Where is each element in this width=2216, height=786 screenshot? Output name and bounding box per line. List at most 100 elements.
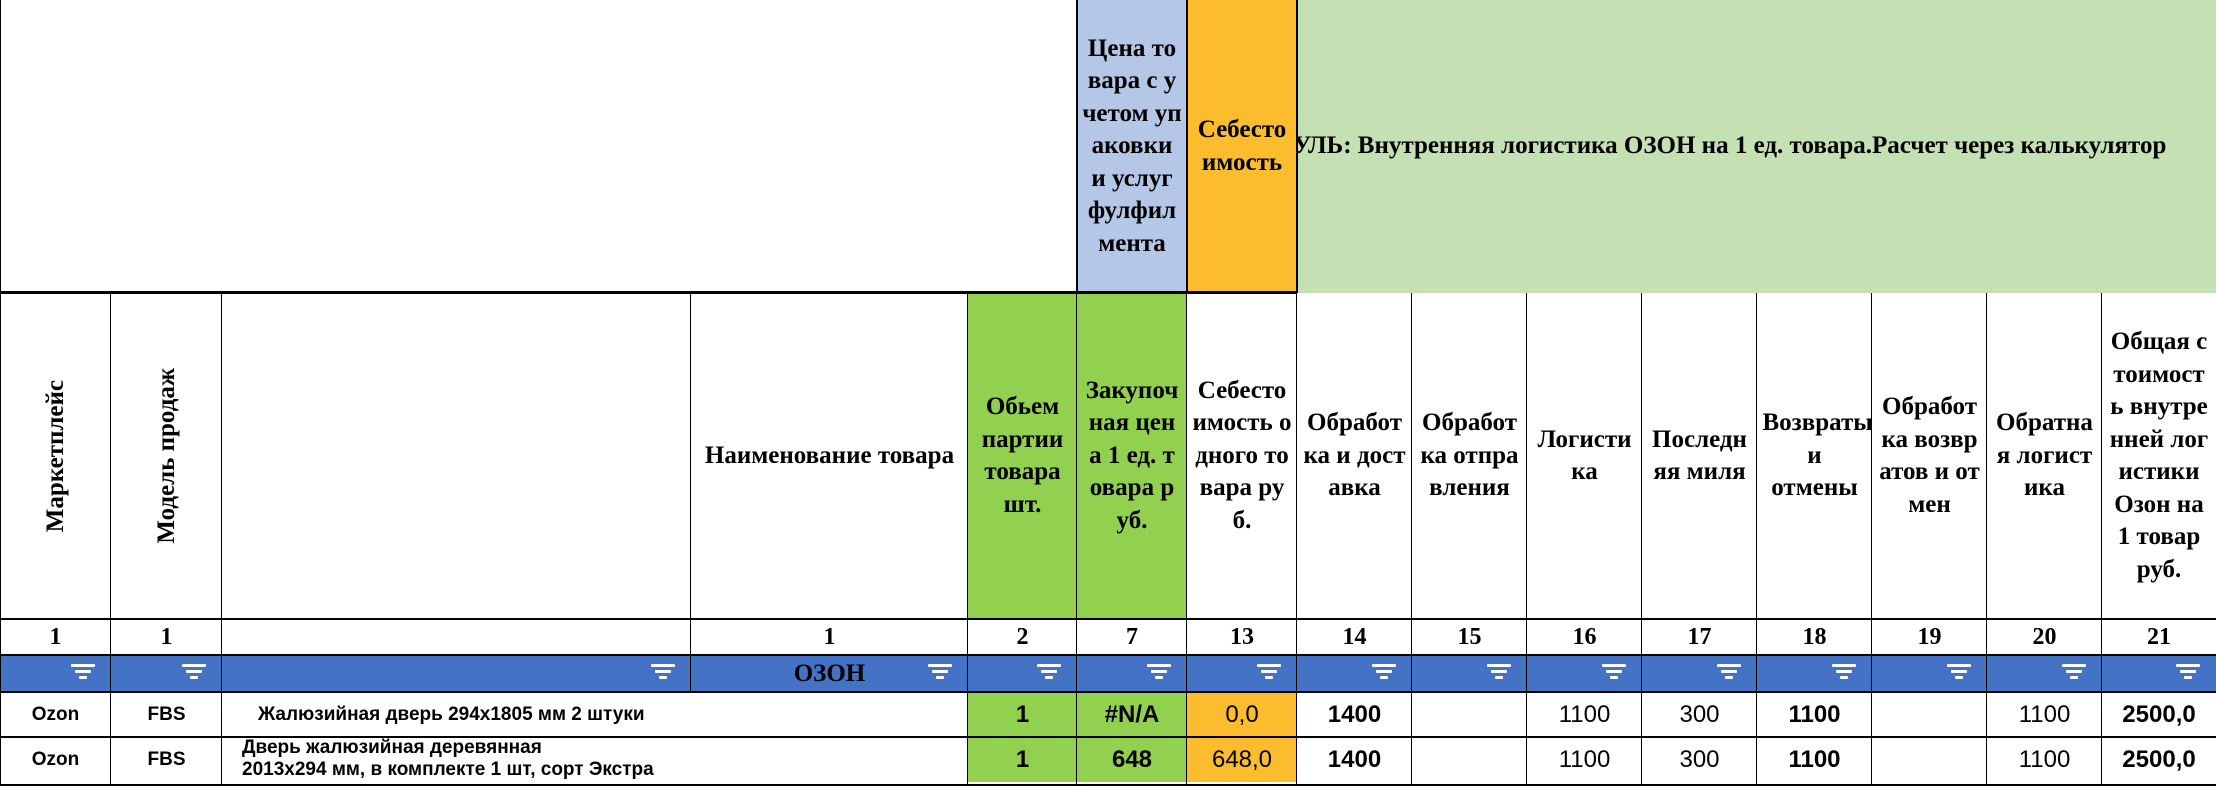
product-name-cell[interactable]: Жалюзийная дверь 294х1805 мм 2 штуки	[222, 692, 968, 737]
col-header-marketplace[interactable]: Маркетплейс	[0, 293, 111, 619]
grid-line	[0, 736, 2216, 738]
returns-processing-cell[interactable]	[1872, 737, 1987, 782]
col-number-19[interactable]: 19	[1917, 623, 1942, 650]
col-label-total-internal-logistics: Общая стоимость внутренней логистики Озо…	[2109, 328, 2209, 583]
filter-dropdown-icon[interactable]	[1832, 664, 1856, 680]
grid-line	[1411, 293, 1412, 786]
col-header-processing-delivery[interactable]: Обработка и доставка	[1297, 293, 1412, 619]
filter-dropdown-icon[interactable]	[1372, 664, 1396, 680]
filter-dropdown-icon[interactable]	[928, 664, 952, 680]
filter-dropdown-icon[interactable]	[651, 664, 675, 680]
filter-dropdown-icon[interactable]	[1147, 664, 1171, 680]
grid-line	[0, 784, 2216, 786]
marketplace-cell[interactable]: Ozon	[31, 748, 80, 770]
logistics-cell[interactable]: 1100	[1558, 700, 1611, 728]
col-header-processing-shipment[interactable]: Обработка отправления	[1412, 293, 1527, 619]
col-number-7[interactable]: 7	[1126, 623, 1138, 650]
reverse-logistics-cell[interactable]: 1100	[2018, 745, 2071, 773]
purchase-price-cell[interactable]: #N/A	[1077, 692, 1187, 737]
col-header-sales-model[interactable]: Модель продаж	[111, 293, 222, 619]
reverse-logistics-cell[interactable]: 1100	[2018, 700, 2071, 728]
filter-dropdown-icon[interactable]	[2176, 664, 2200, 680]
cost-cell[interactable]: 0,0	[1187, 692, 1297, 737]
col-header-last-mile[interactable]: Последняя миля	[1642, 293, 1757, 619]
col-label-product-name: Наименование товара	[704, 441, 955, 469]
grid-line	[1756, 293, 1757, 786]
price-with-packaging-label: Цена товара с учетом упаковки и услуг фу…	[1082, 34, 1182, 257]
filter-dropdown-icon[interactable]	[2062, 664, 2086, 680]
col-label-last-mile: Последняя миля	[1652, 425, 1747, 486]
last-mile-cell[interactable]: 300	[1679, 700, 1720, 728]
grid-line	[0, 291, 1297, 294]
col-number-1[interactable]: 1	[160, 623, 173, 650]
total-cell[interactable]: 2500,0	[2122, 745, 2196, 773]
marketplace-cell[interactable]: Ozon	[31, 703, 80, 725]
col-number-20[interactable]: 20	[2032, 623, 2057, 650]
filter-dropdown-icon[interactable]	[1257, 664, 1281, 680]
grid-line	[0, 293, 1, 786]
col-header-batch-volume[interactable]: Обьем партии товара шт.	[968, 293, 1077, 619]
col-header-returns-processing[interactable]: Обработка возвратов и отмен	[1872, 293, 1987, 619]
processing-delivery-cell[interactable]: 1400	[1327, 700, 1382, 728]
returns-cell[interactable]: 1100	[1788, 745, 1841, 773]
filter-dropdown-icon[interactable]	[1717, 664, 1741, 680]
price-with-packaging-header[interactable]: Цена товара с учетом упаковки и услуг фу…	[1077, 0, 1187, 293]
grid-line	[1296, 0, 1298, 293]
col-number-13[interactable]: 13	[1230, 623, 1254, 650]
product-name-line: Жалюзийная дверь 294х1805 мм 2 штуки	[258, 703, 645, 725]
last-mile-cell[interactable]: 300	[1679, 745, 1720, 773]
logistics-cell[interactable]: 1100	[1558, 745, 1611, 773]
col-header-logistics[interactable]: Логистика	[1527, 293, 1642, 619]
processing-shipment-cell[interactable]	[1412, 692, 1527, 737]
col-number-15[interactable]: 15	[1457, 623, 1482, 650]
grid-line	[1186, 293, 1187, 786]
col-number-blank[interactable]	[222, 619, 691, 655]
filter-dropdown-icon[interactable]	[1037, 664, 1061, 680]
col-number-17[interactable]: 17	[1687, 623, 1712, 650]
processing-delivery-cell[interactable]: 1400	[1327, 745, 1382, 773]
filter-dropdown-icon[interactable]	[182, 664, 206, 680]
cost-cell[interactable]: 648,0	[1187, 737, 1297, 782]
sales-model-cell[interactable]: FBS	[147, 703, 186, 725]
returns-cell[interactable]: 1100	[1788, 700, 1841, 728]
returns-processing-cell[interactable]	[1872, 692, 1987, 737]
module-title-header[interactable]: УЛЬ: Внутренняя логистика ОЗОН на 1 ед. …	[1297, 0, 2216, 293]
col-header-product-name[interactable]: Наименование товара	[691, 293, 968, 619]
col-label-batch-volume: Обьем партии товара шт.	[981, 393, 1064, 518]
col-header-returns[interactable]: Возвраты и отмены	[1757, 293, 1873, 619]
cost-top-header[interactable]: Себестоимость	[1187, 0, 1297, 293]
col-number-2[interactable]: 2	[1016, 623, 1029, 650]
module-title: УЛЬ: Внутренняя логистика ОЗОН на 1 ед. …	[1297, 132, 2167, 160]
grid-line	[1641, 293, 1642, 786]
col-label-reverse-logistics: Обратная логистика	[1996, 409, 2093, 502]
col-label-logistics: Логистика	[1537, 425, 1632, 486]
col-header-unit-cost[interactable]: Себестоимость одного товара руб.	[1187, 293, 1297, 619]
col-header-total-internal-logistics[interactable]: Общая стоимость внутренней логистики Озо…	[2102, 293, 2216, 619]
qty-cell[interactable]: 1	[968, 737, 1077, 782]
col-number-21[interactable]: 21	[2147, 623, 2171, 650]
col-number-16[interactable]: 16	[1572, 623, 1597, 650]
col-number-1[interactable]: 1	[49, 623, 62, 650]
col-header-purchase-price[interactable]: Закупочная цена 1 ед. товара руб.	[1077, 293, 1187, 619]
top-left-blank[interactable]	[0, 0, 1077, 293]
grid-line	[0, 618, 2216, 620]
col-header-reverse-logistics[interactable]: Обратная логистика	[1987, 293, 2102, 619]
sales-model-cell[interactable]: FBS	[147, 748, 186, 770]
qty-cell[interactable]: 1	[968, 692, 1077, 737]
col-number-1[interactable]: 1	[823, 623, 836, 650]
col-header-blank[interactable]	[222, 293, 691, 619]
grid-line	[2101, 293, 2102, 786]
filter-dropdown-icon[interactable]	[1602, 664, 1626, 680]
total-cell[interactable]: 2500,0	[2122, 700, 2196, 728]
purchase-price-cell[interactable]: 648	[1077, 737, 1187, 782]
grid-line	[1986, 293, 1987, 786]
filter-dropdown-icon[interactable]	[71, 664, 95, 680]
product-name-line: 2013х294 мм, в комплекте 1 шт, сорт Экст…	[242, 759, 654, 780]
col-number-18[interactable]: 18	[1802, 623, 1827, 650]
col-number-14[interactable]: 14	[1342, 623, 1367, 650]
product-name-cell[interactable]: Дверь жалюзийная деревянная 2013х294 мм, …	[222, 737, 968, 782]
grid-line	[110, 293, 111, 786]
filter-dropdown-icon[interactable]	[1947, 664, 1971, 680]
processing-shipment-cell[interactable]	[1412, 737, 1527, 782]
filter-dropdown-icon[interactable]	[1487, 664, 1511, 680]
